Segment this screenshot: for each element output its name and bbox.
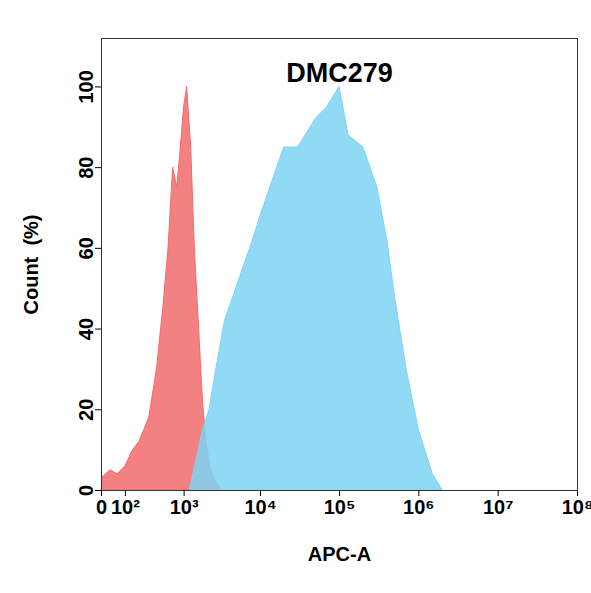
svg-text:APC-A: APC-A — [308, 543, 371, 565]
svg-text:60: 60 — [75, 237, 97, 259]
svg-text:DMC279: DMC279 — [286, 58, 393, 88]
svg-text:40: 40 — [75, 318, 97, 340]
svg-text:10⁴: 10⁴ — [244, 496, 276, 518]
svg-text:100: 100 — [75, 70, 97, 103]
svg-text:10²: 10² — [111, 496, 140, 518]
svg-text:10⁸: 10⁸ — [562, 496, 591, 518]
svg-text:10⁵: 10⁵ — [324, 496, 356, 518]
svg-text:Count (%): Count (%) — [20, 215, 42, 315]
svg-text:10⁷: 10⁷ — [483, 496, 514, 518]
svg-text:20: 20 — [75, 399, 97, 421]
svg-text:10⁶: 10⁶ — [403, 496, 434, 518]
svg-text:80: 80 — [75, 157, 97, 179]
svg-text:0: 0 — [96, 496, 107, 518]
svg-text:0: 0 — [75, 485, 97, 496]
svg-text:10³: 10³ — [170, 496, 199, 518]
